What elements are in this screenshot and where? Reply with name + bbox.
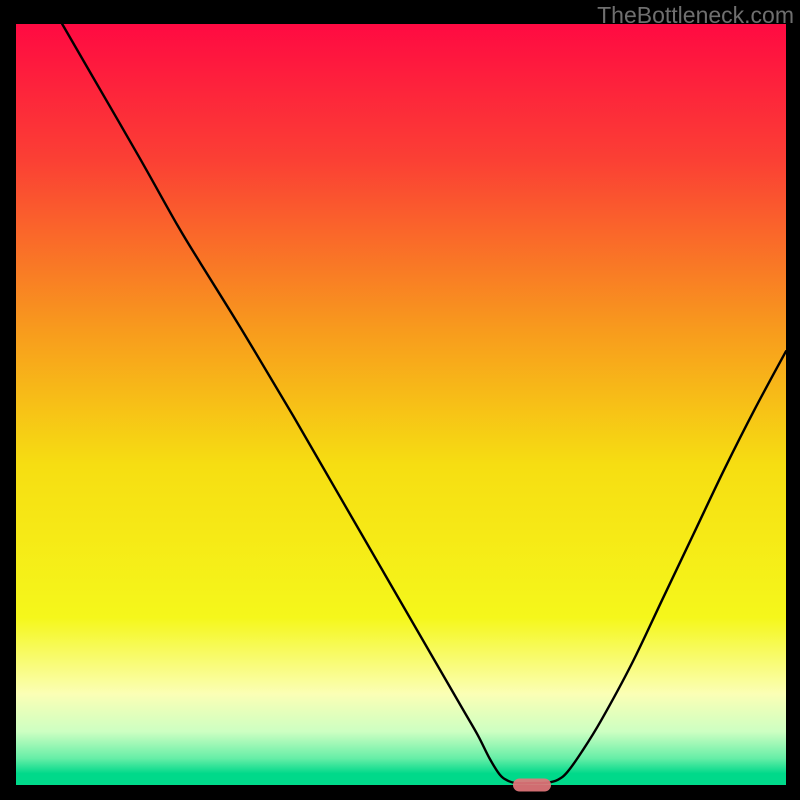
plot-area xyxy=(16,24,786,785)
chart-stage: TheBottleneck.com xyxy=(0,0,800,800)
watermark-text: TheBottleneck.com xyxy=(597,2,794,29)
optimal-marker xyxy=(513,779,551,792)
